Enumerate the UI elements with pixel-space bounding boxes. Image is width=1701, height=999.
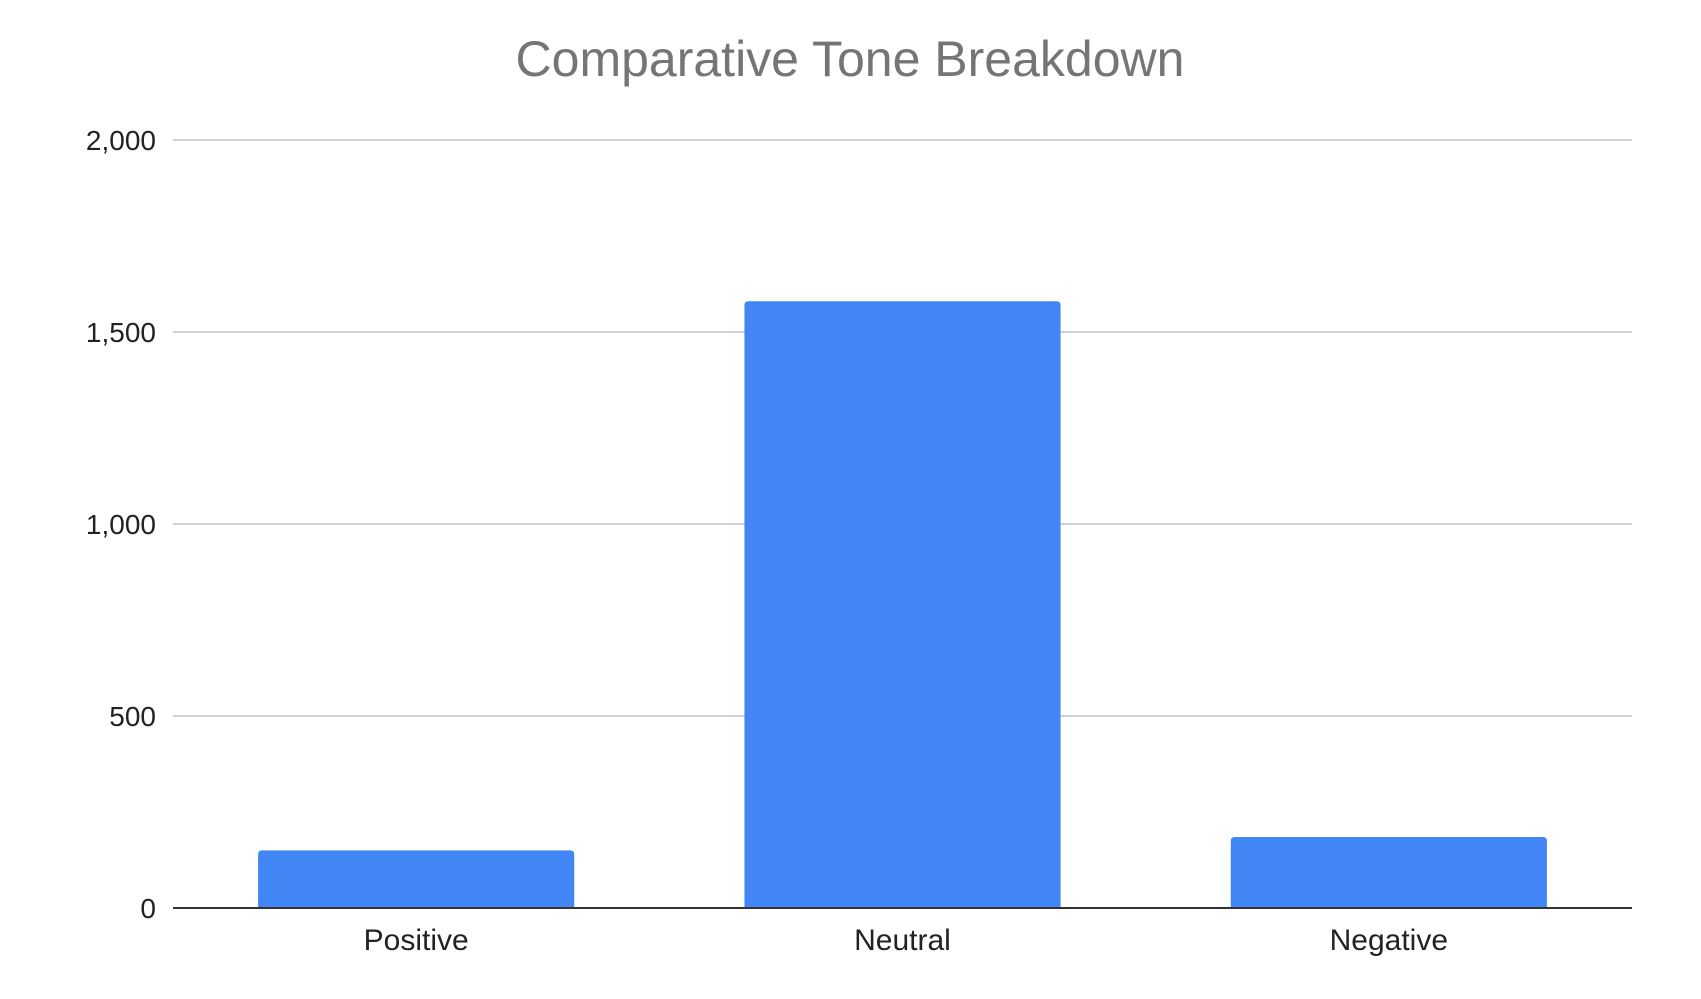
y-tick-label: 1,500 [86,317,156,348]
x-tick-label: Positive [364,924,469,957]
y-tick-label: 0 [140,893,156,924]
x-tick-label: Neutral [854,924,951,957]
y-tick-label: 500 [109,701,156,732]
chart-title: Comparative Tone Breakdown [516,31,1185,87]
x-tick-label: Negative [1330,924,1448,957]
bar-negative [1230,836,1547,908]
y-axis-ticks: 0 500 1,000 1,500 2,000 [86,125,156,924]
x-axis-ticks: Positive Neutral Negative [364,924,1448,957]
bar-neutral [744,301,1061,908]
y-tick-label: 1,000 [86,509,156,540]
y-tick-label: 2,000 [86,125,156,156]
bars [258,301,1547,908]
bar-positive [258,850,575,908]
